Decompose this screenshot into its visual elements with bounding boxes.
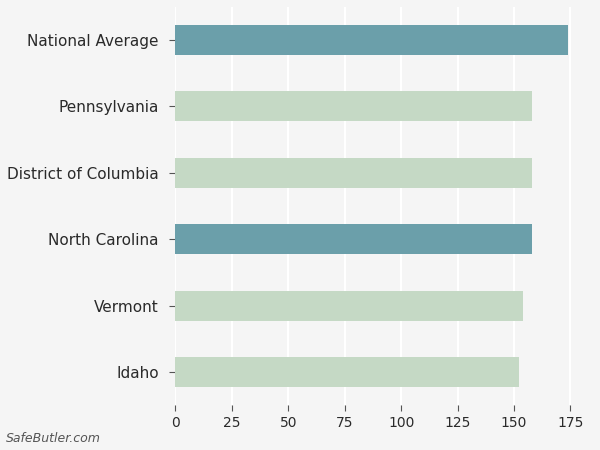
Bar [175,91,532,122]
Bar [175,158,532,188]
Bar [175,357,518,387]
Bar [175,224,532,254]
Bar [175,25,568,55]
Text: SafeButler.com: SafeButler.com [6,432,101,446]
Bar [175,291,523,320]
